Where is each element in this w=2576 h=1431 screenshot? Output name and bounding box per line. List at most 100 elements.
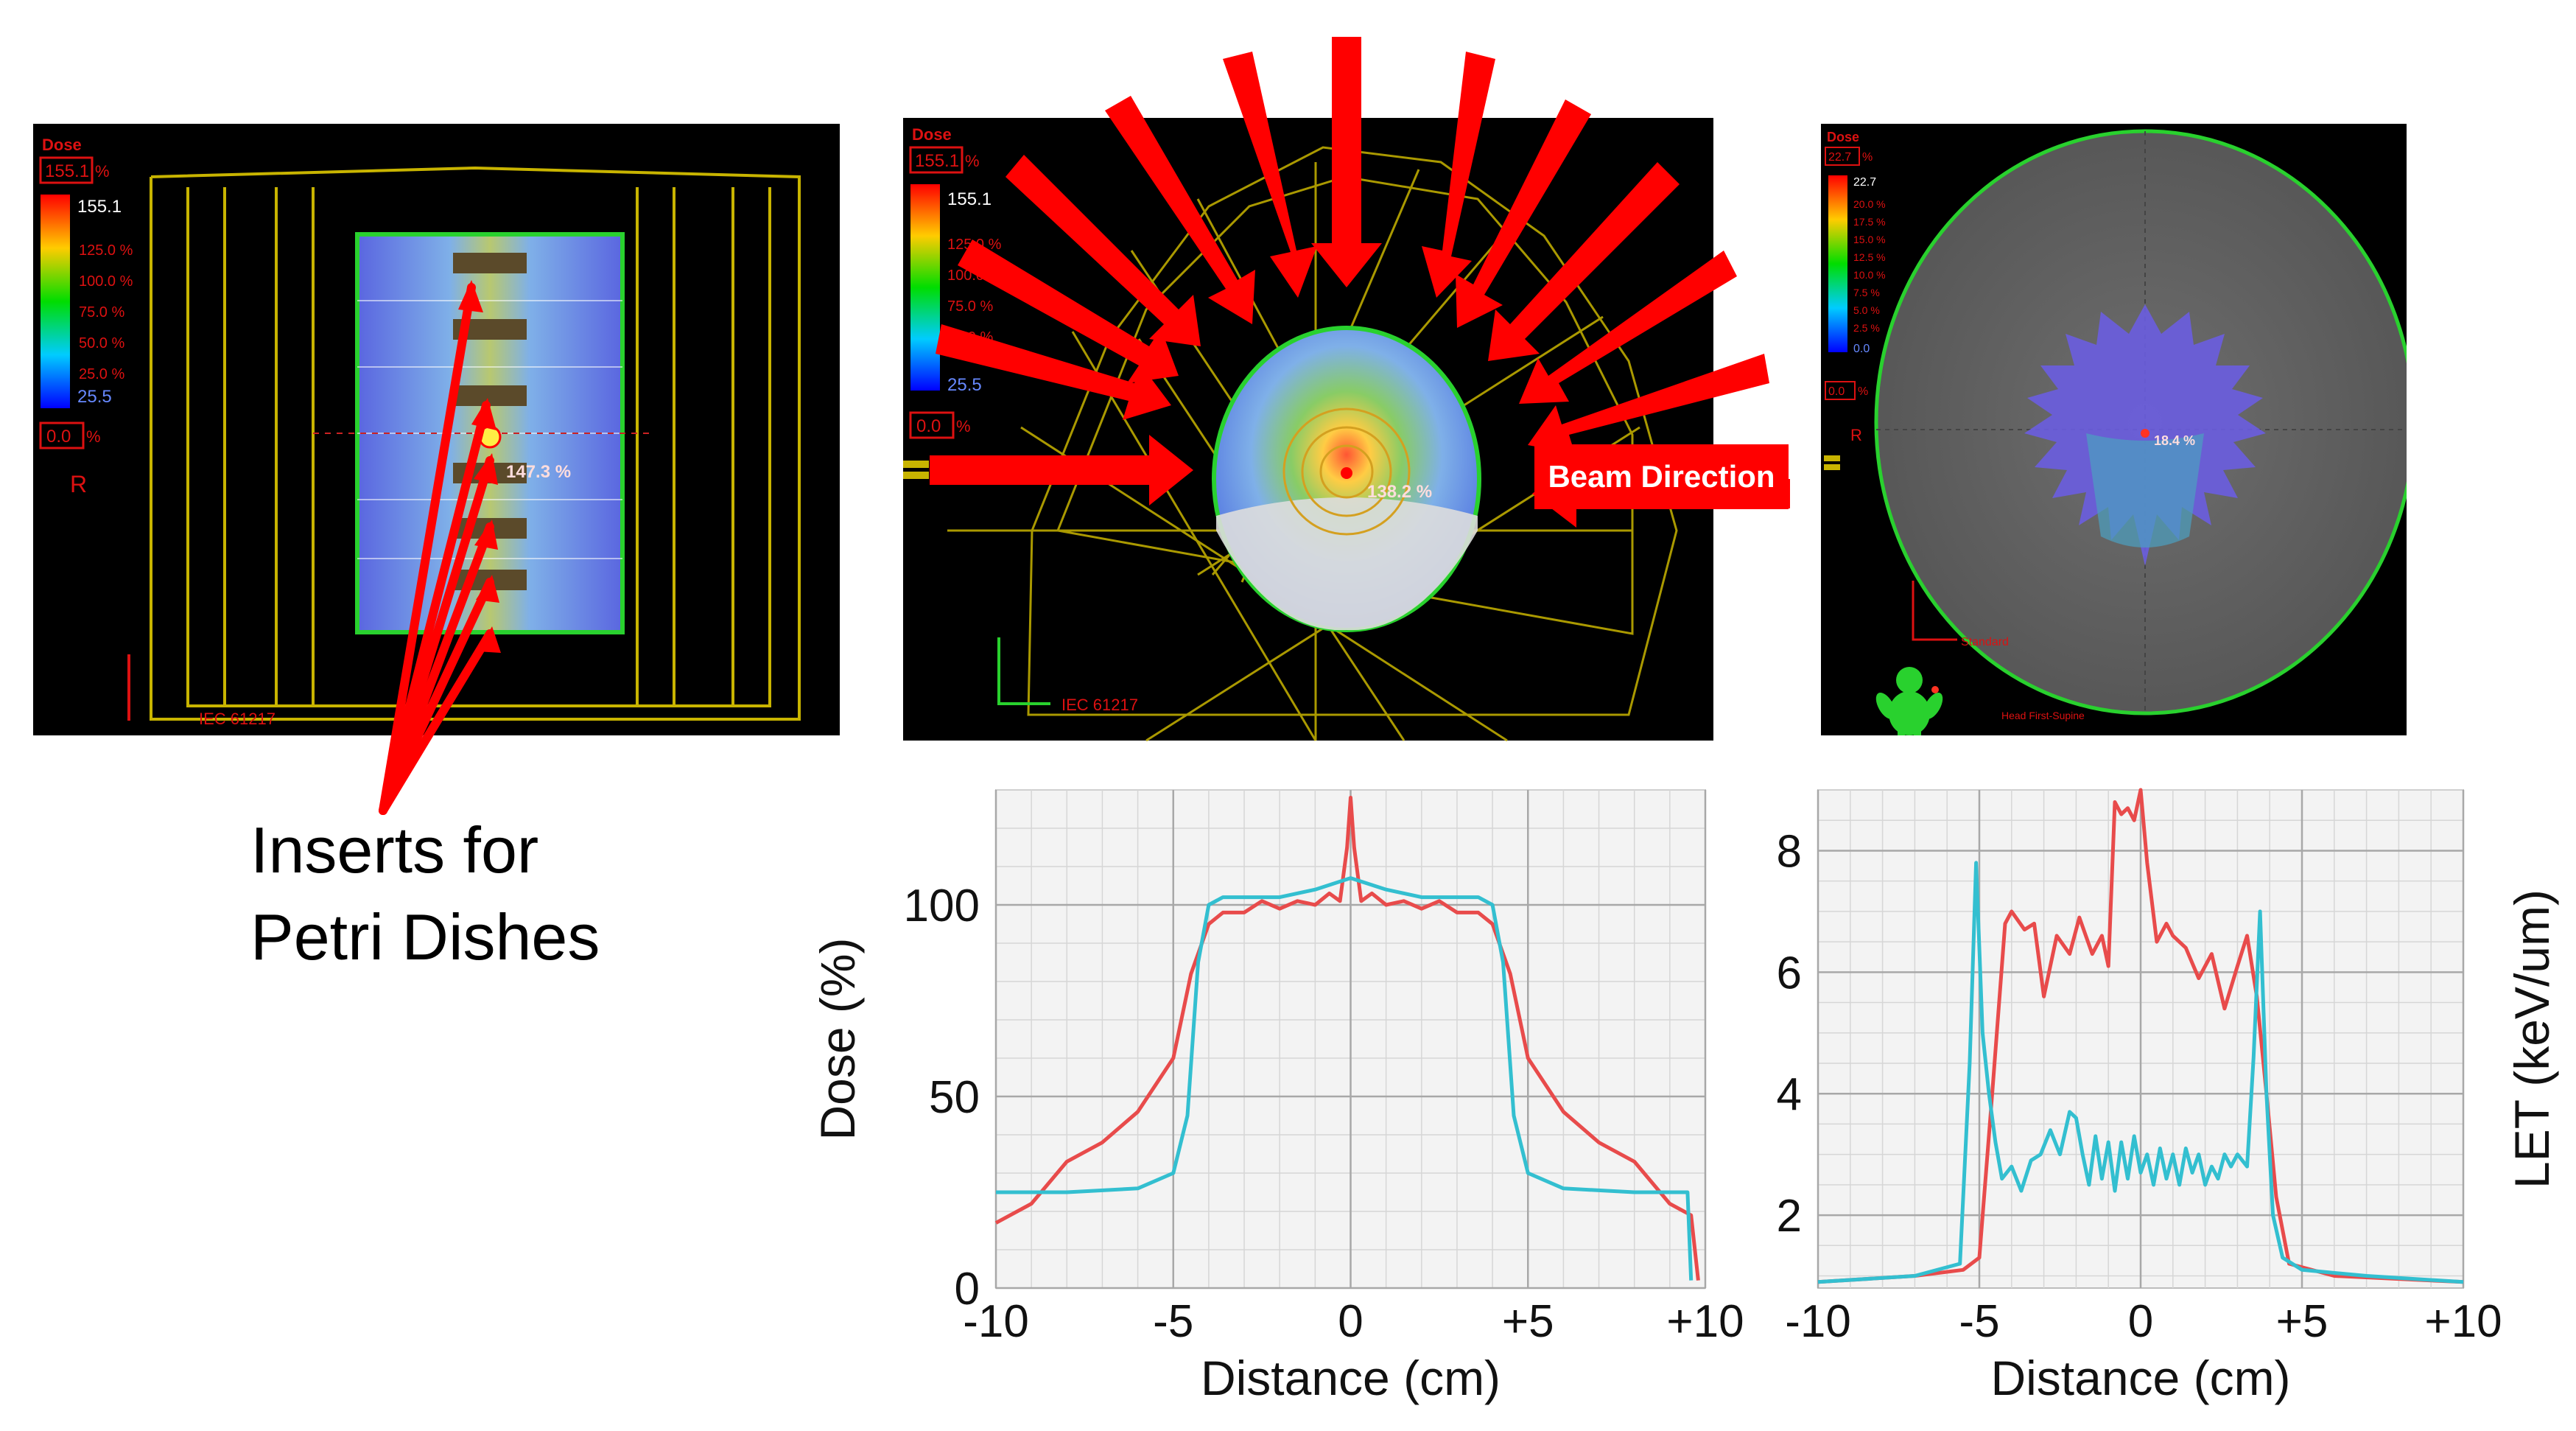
legend-level: 20.0 % xyxy=(1853,198,1886,210)
panel-phantom-coronal: 147.3 % Dose 155.1 % 155.1 125.0 % 100.0… xyxy=(33,124,840,735)
x-tick-label: +5 xyxy=(1502,1296,1554,1347)
min-box-unit: % xyxy=(956,417,971,435)
isocenter-marker xyxy=(2141,429,2149,438)
isocenter-marker xyxy=(1341,467,1352,479)
x-tick-label: +10 xyxy=(1666,1296,1744,1347)
legend-min: 0.0 xyxy=(1853,343,1870,355)
legend-max: 155.1 xyxy=(947,189,992,209)
phantom-outline xyxy=(150,166,801,721)
x-tick-label: -5 xyxy=(1153,1296,1193,1347)
legend-level: 75.0 % xyxy=(79,304,124,321)
y-tick-label: 4 xyxy=(1777,1069,1802,1120)
legend-max: 155.1 xyxy=(77,197,122,217)
patient-orientation-icon xyxy=(1875,667,1943,735)
x-axis-label: Distance (cm) xyxy=(1990,1351,2290,1405)
legend-level: 50.0 % xyxy=(79,335,124,351)
x-tick-label: -10 xyxy=(963,1296,1029,1347)
let-axial-view: 18.4 % Dose 22.7 % 22.7 20.0 % 17.5 % 15… xyxy=(1824,129,2407,735)
x-axis-label: Distance (cm) xyxy=(1201,1351,1501,1405)
x-tick-label: +10 xyxy=(2424,1296,2502,1347)
beam-arrow xyxy=(930,435,1193,505)
coronal-view: 147.3 % Dose 155.1 % 155.1 125.0 % 100.0… xyxy=(39,136,801,728)
iec-label: IEC 61217 xyxy=(1061,696,1138,714)
y-tick-label: 6 xyxy=(1777,948,1802,998)
caption-line-2: Petri Dishes xyxy=(250,900,600,973)
marker-value: 18.4 % xyxy=(2154,433,2195,448)
orientation-label: R xyxy=(1850,426,1862,444)
beam-arrow xyxy=(1488,162,1680,361)
legend-level: 17.5 % xyxy=(1853,216,1886,228)
x-tick-label: +5 xyxy=(2276,1296,2328,1347)
max-dose-box[interactable] xyxy=(909,146,964,174)
marker-value: 147.3 % xyxy=(506,462,571,482)
beam-arrow xyxy=(1519,251,1737,404)
y-tick-label: 8 xyxy=(1777,826,1802,877)
legend-max: 22.7 xyxy=(1853,176,1876,189)
beam-arrow xyxy=(1311,37,1382,287)
x-tick-label: 0 xyxy=(1338,1296,1363,1347)
dose-header: Dose xyxy=(1827,130,1859,144)
beam-arrow xyxy=(1456,99,1591,328)
patient-position-label: Head First-Supine xyxy=(2001,710,2085,721)
let-profile-svg: -10 -5 0 +5 +10 2 4 6 8 Distance (cm) LET (keV/um) xyxy=(1777,788,2559,1405)
caption-line-1: Inserts for xyxy=(250,814,539,886)
standard-label: Standard xyxy=(1961,636,2009,648)
legend-min: 25.5 xyxy=(77,387,112,407)
legend-level: 2.5 % xyxy=(1853,322,1880,334)
min-box-value: 0.0 xyxy=(46,427,71,447)
beam-direction-label: Beam Direction xyxy=(1534,444,1789,509)
min-dose-box[interactable] xyxy=(39,421,85,449)
beam-arrow xyxy=(1105,96,1255,324)
dose-profile-svg: -10 -5 0 +5 +10 0 50 100 Distance (cm) Dose (%) xyxy=(810,789,1744,1405)
inserts-caption: Inserts for Petri Dishes xyxy=(250,807,600,981)
beam-arrow xyxy=(1006,155,1201,346)
max-box-unit: % xyxy=(95,162,110,181)
min-box-unit: % xyxy=(1858,385,1868,398)
y-tick-label: 2 xyxy=(1777,1191,1802,1242)
dose-header: Dose xyxy=(42,136,82,154)
legend-level: 12.5 % xyxy=(1853,251,1886,263)
dose-colorbar[interactable] xyxy=(910,184,940,391)
beam-arrow xyxy=(1528,354,1769,454)
series-line-red xyxy=(1817,788,2464,1284)
legend-level: 5.0 % xyxy=(1853,304,1880,316)
beam-arrow xyxy=(936,324,1171,420)
legend-level: 25.0 % xyxy=(79,366,124,382)
min-dose-box[interactable] xyxy=(909,411,955,439)
beam-arrow xyxy=(1422,52,1495,298)
x-tick-label: -10 xyxy=(1785,1296,1851,1347)
legend-level: 7.5 % xyxy=(1853,287,1880,298)
series-line-cyan xyxy=(1817,861,2464,1284)
max-box-unit: % xyxy=(965,152,980,170)
series-line-red xyxy=(994,795,1700,1281)
legend-min: 25.5 xyxy=(947,375,982,395)
y-tick-label: 50 xyxy=(929,1072,980,1123)
series-line-cyan xyxy=(996,876,1694,1281)
dose-colorbar[interactable] xyxy=(1828,175,1847,352)
max-dose-box[interactable] xyxy=(1825,147,1860,166)
min-dose-box[interactable] xyxy=(1825,381,1856,400)
max-box-unit: % xyxy=(1862,151,1873,164)
min-box-unit: % xyxy=(86,427,101,446)
iec-label: IEC 61217 xyxy=(199,710,276,728)
beam-arrow xyxy=(1223,52,1317,298)
y-tick-label: 0 xyxy=(955,1264,980,1315)
legend-level: 75.0 % xyxy=(947,298,993,315)
marker-value: 138.2 % xyxy=(1367,482,1432,502)
legend-level: 125.0 % xyxy=(79,242,133,259)
max-box-value: 22.7 xyxy=(1828,151,1851,164)
dose-header: Dose xyxy=(912,125,952,144)
max-dose-box[interactable] xyxy=(39,156,94,184)
max-box-value: 155.1 xyxy=(915,151,959,171)
y-axis-label: LET (keV/um) xyxy=(2505,889,2559,1189)
dose-profile-chart: -10 -5 0 +5 +10 0 50 100 Distance (cm) Dose (%) xyxy=(781,759,1797,1422)
dose-colorbar[interactable] xyxy=(41,195,70,408)
beam-arrow xyxy=(958,239,1179,383)
max-box-value: 155.1 xyxy=(45,161,89,181)
legend-level: 10.0 % xyxy=(1853,269,1886,281)
min-box-value: 0.0 xyxy=(916,416,941,436)
y-axis-label: Dose (%) xyxy=(810,937,865,1140)
panel-let-axial: 18.4 % Dose 22.7 % 22.7 20.0 % 17.5 % 15… xyxy=(1821,124,2407,735)
orientation-label: R xyxy=(70,471,87,497)
